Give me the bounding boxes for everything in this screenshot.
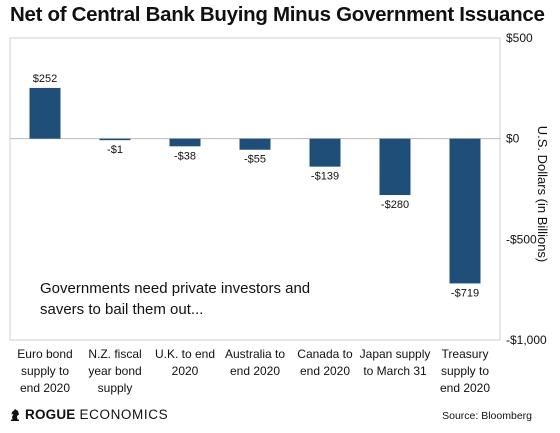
plot-frame (9, 37, 501, 341)
y-axis-label: U.S. Dollars (in Billions) (535, 126, 550, 263)
bar-0 (29, 87, 61, 139)
x-tick-label-5: Japan supply to March 31 (360, 347, 431, 378)
x-tick-labels: Euro bond supply to end 2020 N.Z. fiscal yea… (17, 347, 490, 395)
y-tick-label-1: $0 (506, 132, 520, 146)
brand-logo: ROGUE ECONOMICS (8, 407, 168, 422)
bar-2 (169, 138, 201, 147)
annotation-text: Governments need private investors and s… (40, 280, 311, 318)
y-tick-label-3: -$1,000 (506, 333, 547, 347)
y-tick-labels: $500 $0 -$500 -$1,000 (506, 31, 547, 347)
data-label-4: -$139 (311, 171, 339, 183)
x-tick-label-1: N.Z. fiscal year bond supply (88, 347, 141, 395)
bar-4 (309, 138, 341, 167)
bar-5 (379, 138, 411, 196)
data-label-0: $252 (33, 73, 57, 85)
data-label-3: -$55 (244, 154, 266, 166)
x-tick-label-4: Canada to end 2020 (297, 347, 353, 378)
data-label-5: -$280 (381, 199, 409, 211)
x-tick-label-2: U.K. to end 2020 (155, 347, 215, 378)
bars-group: $252 -$1 -$38 -$55 -$139 -$280 -$719 (29, 73, 481, 299)
x-tick-label-3: Australia to end 2020 (225, 347, 285, 378)
source-text: Source: Bloomberg (442, 410, 532, 422)
y-tick-label-2: -$500 (506, 232, 537, 246)
y-tick-label-0: $500 (506, 31, 533, 45)
data-label-1: -$1 (107, 144, 123, 156)
x-tick-label-0: Euro bond supply to end 2020 (17, 347, 72, 395)
x-tick-label-6: Treasury supply to end 2020 (440, 347, 490, 395)
bar-1 (99, 138, 131, 141)
bar-6 (449, 138, 481, 284)
data-label-2: -$38 (174, 150, 196, 162)
chart-title: Net of Central Bank Buying Minus Governm… (10, 3, 545, 26)
brand-name-main: ROGUE (25, 407, 76, 422)
brand-name-rest: ECONOMICS (79, 407, 169, 422)
bar-3 (239, 138, 271, 150)
chess-knight-icon (11, 408, 19, 421)
data-label-6: -$719 (451, 287, 479, 299)
